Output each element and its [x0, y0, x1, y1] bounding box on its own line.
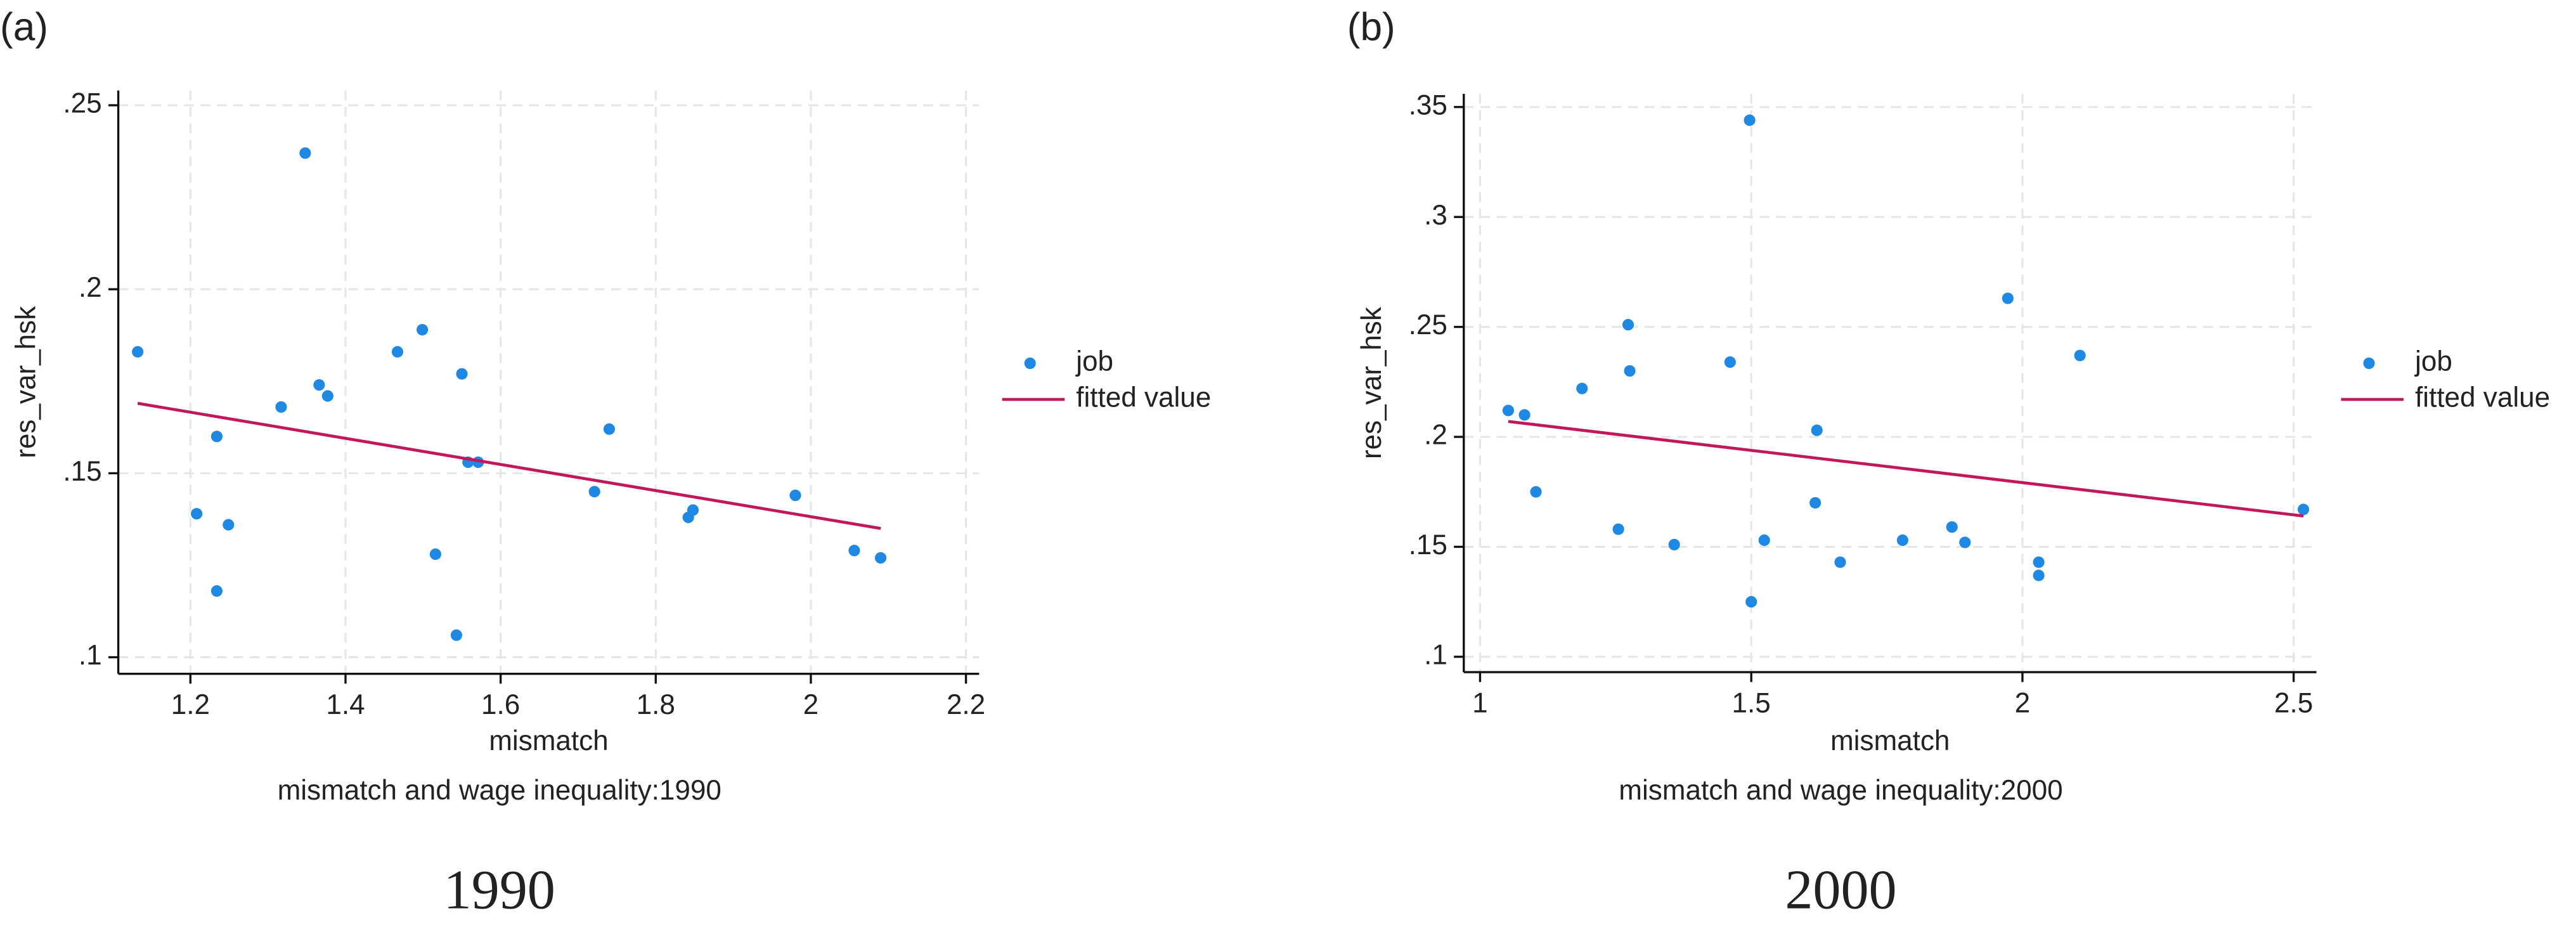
point — [2002, 292, 2014, 304]
point — [1624, 365, 1636, 377]
point — [603, 423, 615, 435]
x-axis-label: mismatch — [489, 725, 608, 756]
point — [223, 519, 235, 531]
point — [1530, 486, 1542, 498]
legend-label: job — [2414, 346, 2452, 377]
point — [456, 368, 468, 380]
y-tick-label: .35 — [1409, 89, 1447, 120]
point — [848, 545, 860, 557]
fit-line — [1508, 420, 2304, 518]
point — [789, 489, 801, 502]
point — [1745, 596, 1757, 608]
point — [1959, 536, 1971, 548]
y-axis-label: res_var_hsk — [11, 306, 42, 458]
point — [450, 629, 462, 641]
x-tick-label: 1.2 — [171, 689, 210, 720]
point — [2074, 349, 2086, 361]
point — [1834, 556, 1846, 568]
y-tick-label: .25 — [1409, 309, 1447, 340]
legend-label: job — [1075, 346, 1113, 377]
x-tick-label: 1.6 — [481, 689, 520, 720]
point — [2297, 503, 2310, 515]
y-axis-label: res_var_hsk — [1356, 306, 1387, 459]
fit-line — [137, 401, 881, 530]
point — [191, 508, 203, 520]
x-tick-label: 2.2 — [947, 689, 985, 720]
legend-swatch — [1024, 357, 1036, 370]
footer: 1990 — [444, 859, 555, 921]
x-tick-label: 2 — [803, 689, 819, 720]
x-tick-label: 2 — [2015, 688, 2031, 719]
legend-swatch — [2363, 357, 2375, 370]
footer: 2000 — [1785, 859, 1896, 921]
point — [132, 346, 144, 358]
point — [210, 431, 223, 443]
y-tick-label: .1 — [1424, 639, 1447, 670]
y-tick-label: .15 — [63, 456, 101, 487]
y-tick-label: .25 — [63, 88, 101, 119]
point — [1668, 538, 1680, 551]
point — [2033, 556, 2045, 568]
point — [1502, 405, 1514, 417]
point — [1612, 523, 1624, 535]
y-tick-label: .3 — [1424, 200, 1447, 231]
point — [391, 346, 403, 358]
x-tick-label: 1.4 — [326, 689, 365, 720]
legend-label: fitted value — [1076, 382, 1211, 413]
x-tick-label: 1 — [1472, 688, 1488, 719]
point — [1809, 496, 1822, 509]
point — [1744, 114, 1756, 126]
point — [1811, 424, 1823, 436]
point — [1724, 356, 1736, 368]
point — [588, 486, 600, 498]
caption: mismatch and wage inequality:2000 — [1619, 775, 2062, 806]
caption: mismatch and wage inequality:1990 — [278, 775, 722, 806]
point — [429, 548, 441, 561]
x-tick-label: 1.8 — [637, 689, 675, 720]
x-axis-label: mismatch — [1830, 725, 1950, 756]
y-tick-label: .15 — [1409, 529, 1447, 561]
y-tick-label: .2 — [1424, 420, 1447, 451]
x-tick-label: 2.5 — [2274, 688, 2313, 719]
point — [313, 379, 325, 391]
point — [321, 390, 333, 402]
panel-label: (a) — [0, 5, 48, 49]
point — [1622, 319, 1634, 331]
point — [1946, 521, 1958, 533]
point — [874, 552, 887, 564]
point — [1576, 382, 1588, 394]
x-tick-label: 1.5 — [1732, 688, 1771, 719]
point — [2033, 569, 2045, 581]
point — [687, 504, 699, 516]
panel-label: (b) — [1347, 5, 1395, 49]
point — [210, 585, 223, 597]
point — [299, 147, 311, 159]
point — [1758, 534, 1770, 547]
point — [417, 323, 429, 336]
point — [275, 401, 287, 413]
y-tick-label: .2 — [79, 272, 102, 303]
y-tick-label: .1 — [79, 640, 102, 671]
point — [1518, 409, 1531, 421]
legend-label: fitted value — [2415, 382, 2550, 413]
point — [1896, 534, 1908, 547]
